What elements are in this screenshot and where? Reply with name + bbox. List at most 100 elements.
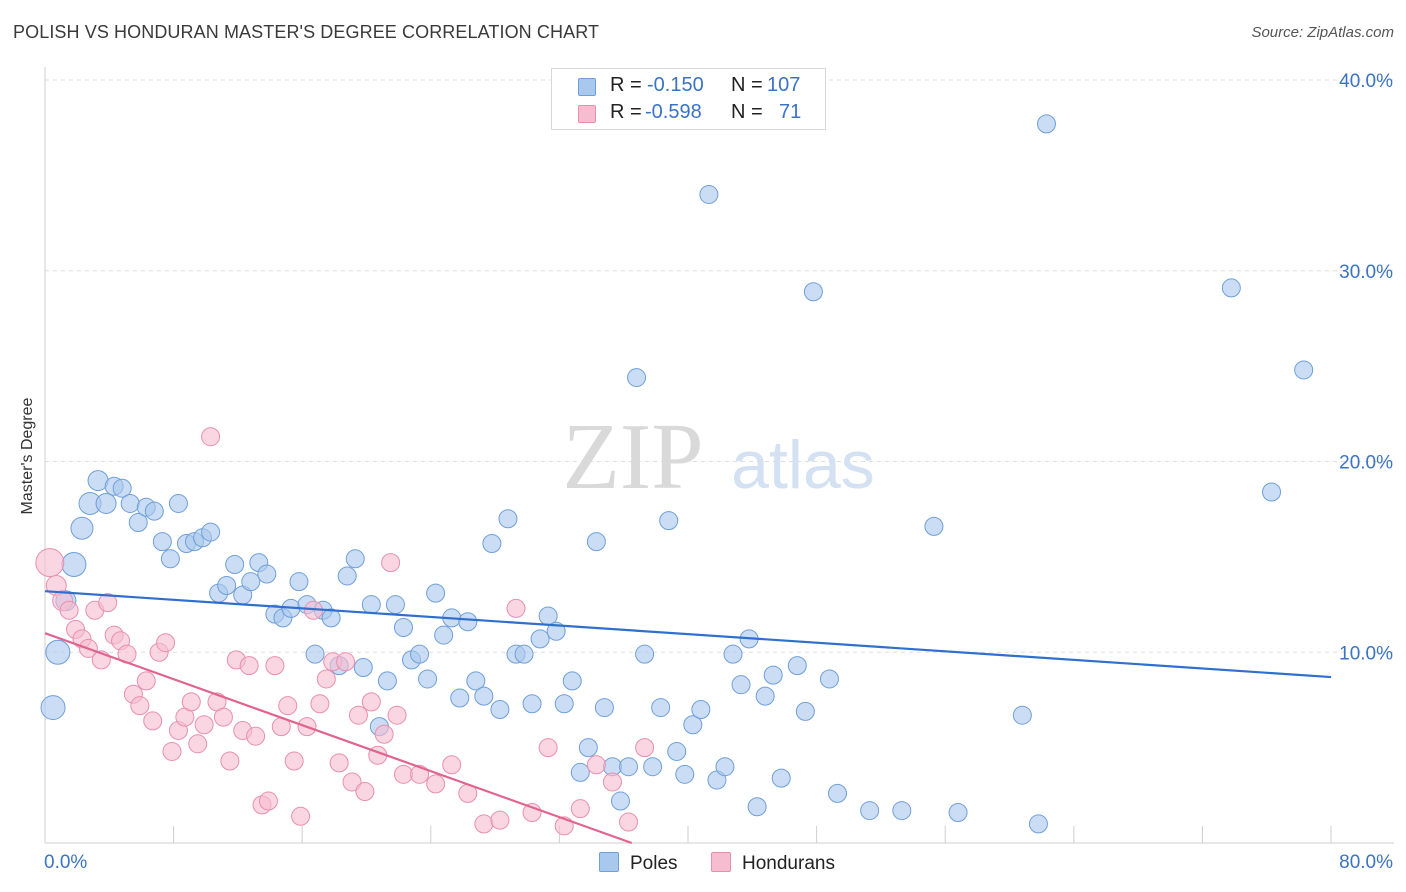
y-tick-label-0: 10.0% xyxy=(1339,643,1393,664)
poles-point-35 xyxy=(321,608,341,628)
poles-point-77 xyxy=(659,511,679,531)
poles-point-4 xyxy=(70,516,94,540)
poles-point-56 xyxy=(490,699,510,719)
hondurans-point-50 xyxy=(361,692,381,712)
poles-point-49 xyxy=(434,625,454,645)
hondurans-point-66 xyxy=(570,799,590,819)
hondurans-point-57 xyxy=(426,774,446,794)
poles-point-47 xyxy=(418,669,438,689)
poles-point-103 xyxy=(1036,114,1056,134)
poles-point-61 xyxy=(530,629,550,649)
poles-point-38 xyxy=(345,549,365,569)
n-value-hondurans: 71 xyxy=(779,101,802,123)
poles-point-40 xyxy=(361,595,381,615)
poles-point-11 xyxy=(128,513,148,533)
y-tick-labels: 10.0% 20.0% 30.0% 40.0% xyxy=(1339,71,1393,664)
hondurans-point-46 xyxy=(336,652,356,672)
hondurans-point-53 xyxy=(381,553,401,573)
poles-point-74 xyxy=(635,644,655,664)
poles-point-33 xyxy=(305,644,325,664)
poles-point-98 xyxy=(892,801,912,821)
poles-point-68 xyxy=(586,532,606,552)
poles-point-100 xyxy=(948,802,968,822)
poles-point-43 xyxy=(385,595,405,615)
poles-point-39 xyxy=(353,658,373,678)
poles-point-85 xyxy=(723,644,743,664)
hondurans-trend-line xyxy=(44,632,633,845)
hondurans-point-37 xyxy=(278,696,298,716)
hondurans-point-55 xyxy=(393,764,413,784)
poles-point-69 xyxy=(594,698,614,718)
hondurans-point-47 xyxy=(342,772,362,792)
r-value-poles: -0.150 xyxy=(647,74,704,96)
hondurans-point-18 xyxy=(156,633,176,653)
hondurans-point-49 xyxy=(355,781,375,801)
poles-point-10 xyxy=(120,493,140,513)
hondurans-point-58 xyxy=(442,755,462,775)
poles-point-16 xyxy=(168,493,188,513)
watermark-atlas: atlas xyxy=(731,427,875,503)
legend-item-hondurans[interactable]: Hondurans xyxy=(711,852,835,875)
r-label: R = xyxy=(610,74,642,96)
poles-point-95 xyxy=(819,669,839,689)
poles-point-59 xyxy=(514,644,534,664)
poles-point-63 xyxy=(546,621,566,641)
poles-trend-line xyxy=(44,590,1332,679)
hondurans-point-62 xyxy=(506,598,526,618)
hondurans-point-68 xyxy=(602,772,622,792)
poles-point-94 xyxy=(803,282,823,302)
watermark: ZIP atlas xyxy=(563,405,875,509)
y-tick-label-2: 30.0% xyxy=(1339,262,1393,283)
poles-point-14 xyxy=(152,532,172,552)
hondurans-point-70 xyxy=(635,738,655,758)
poles-point-73 xyxy=(627,368,647,388)
hondurans-point-22 xyxy=(181,692,201,712)
legend-item-poles[interactable]: Poles xyxy=(599,852,678,875)
poles-point-42 xyxy=(377,671,397,691)
hondurans-point-38 xyxy=(284,751,304,771)
hondurans-point-60 xyxy=(474,814,494,834)
hondurans-point-61 xyxy=(490,810,510,830)
poles-point-105 xyxy=(1262,482,1282,502)
poles-point-37 xyxy=(337,566,357,586)
hondurans-legend-swatch xyxy=(711,852,731,872)
poles-point-71 xyxy=(610,791,630,811)
poles-point-13 xyxy=(144,501,164,521)
legend-label-hondurans: Hondurans xyxy=(742,853,835,874)
poles-point-91 xyxy=(771,768,791,788)
grid-lines xyxy=(45,79,1394,653)
poles-point-88 xyxy=(747,797,767,817)
poles-point-27 xyxy=(257,564,277,584)
hondurans-point-0 xyxy=(35,548,65,578)
hondurans-point-48 xyxy=(348,705,368,725)
hondurans-point-32 xyxy=(246,726,266,746)
poles-point-76 xyxy=(651,698,671,718)
poles-point-79 xyxy=(675,764,695,784)
poles-point-7 xyxy=(95,492,117,514)
y-tick-label-1: 20.0% xyxy=(1339,453,1393,474)
y-tick-label-3: 40.0% xyxy=(1339,71,1393,92)
poles-point-57 xyxy=(498,509,518,529)
hondurans-point-15 xyxy=(136,671,156,691)
poles-point-96 xyxy=(827,783,847,803)
poles-point-72 xyxy=(619,757,639,777)
poles-point-67 xyxy=(578,738,598,758)
hondurans-point-16 xyxy=(143,711,163,731)
n-label: N = xyxy=(731,101,763,123)
poles-point-22 xyxy=(217,575,237,595)
stats-legend: R = -0.150 N = 107 R = -0.598 N = 71 xyxy=(551,68,826,130)
hondurans-point-23 xyxy=(188,734,208,754)
poles-point-25 xyxy=(241,572,261,592)
poles-point-53 xyxy=(466,671,486,691)
hondurans-point-67 xyxy=(586,755,606,775)
poles-point-65 xyxy=(562,671,582,691)
poles-point-84 xyxy=(715,757,735,777)
poles-point-51 xyxy=(450,688,470,708)
poles-point-64 xyxy=(554,694,574,714)
poles-point-99 xyxy=(924,516,944,536)
poles-point-102 xyxy=(1028,814,1048,834)
poles-point-48 xyxy=(426,583,446,603)
poles-point-75 xyxy=(643,757,663,777)
hondurans-point-9 xyxy=(98,593,118,613)
hondurans-point-54 xyxy=(387,705,407,725)
